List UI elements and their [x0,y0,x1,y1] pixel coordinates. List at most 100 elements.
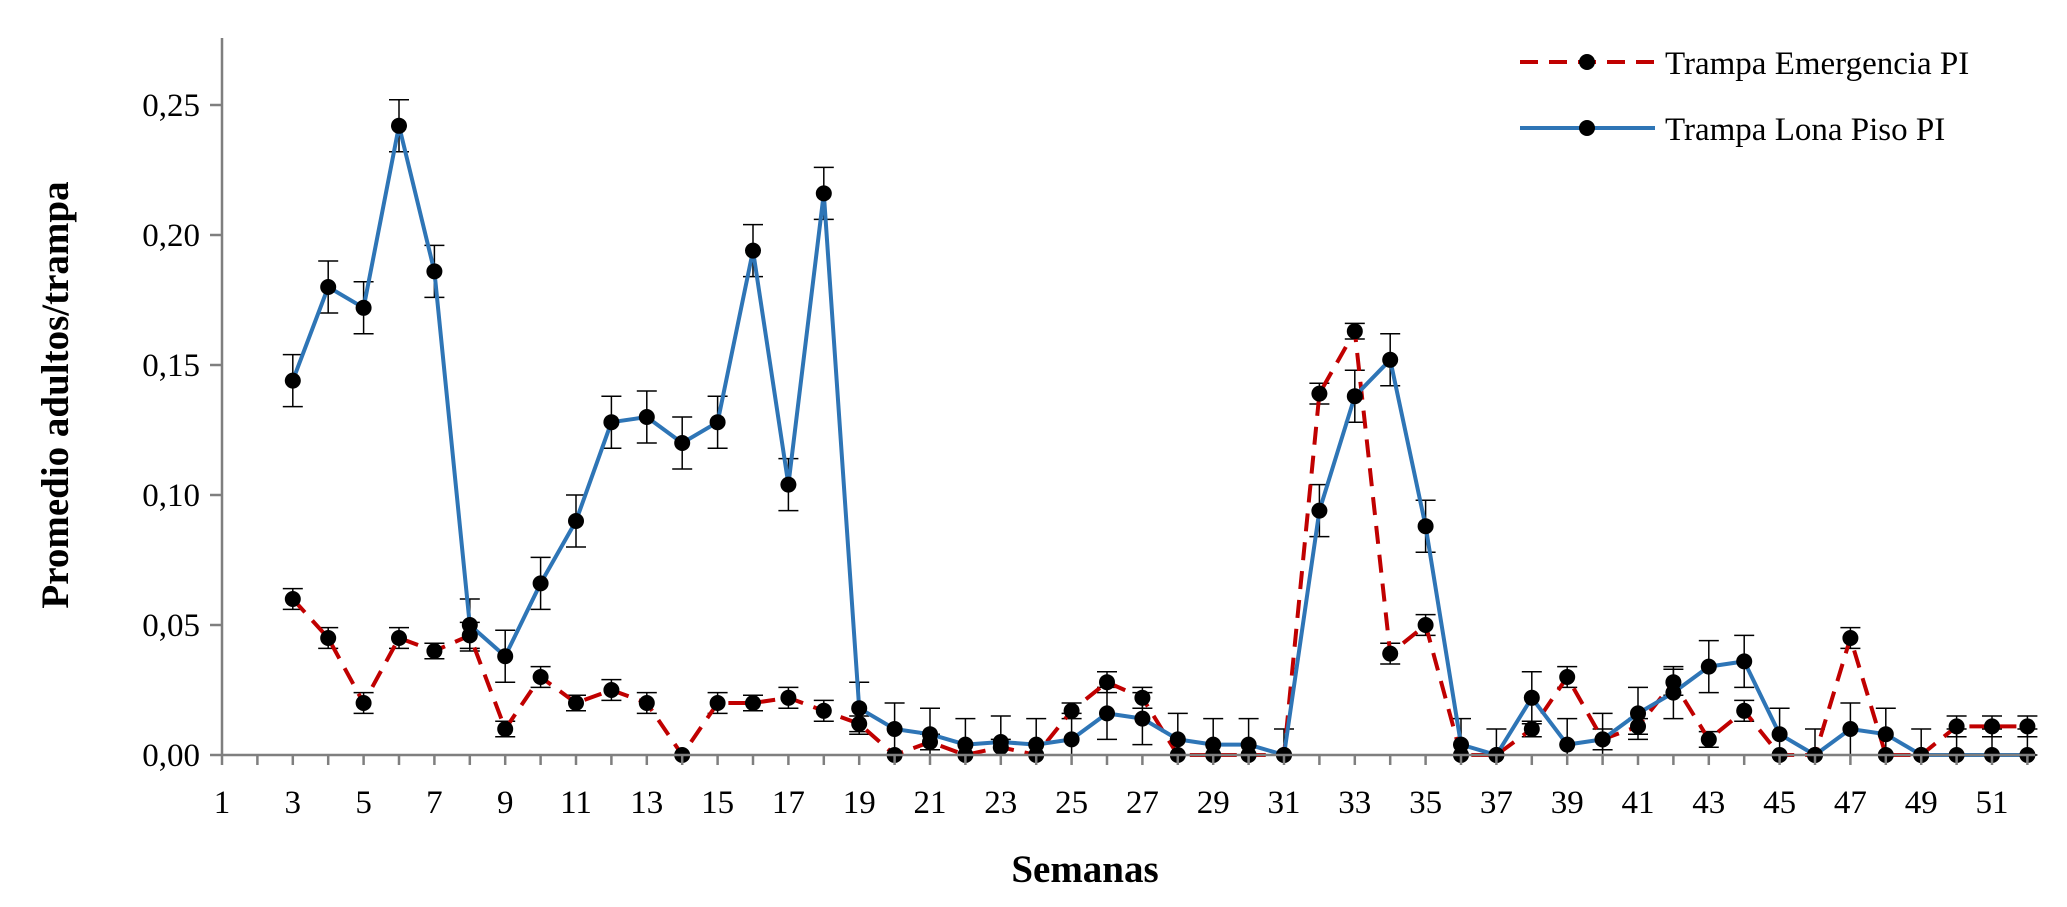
error-bars-layer [282,99,2038,756]
data-point-lona-piso [1205,736,1222,753]
data-point-emergencia [638,695,655,711]
x-tick-label: 43 [1692,785,1725,821]
data-point-emergencia [2019,718,2036,735]
axes-layer [220,38,2035,757]
data-point-emergencia [1700,731,1717,748]
x-tick-label: 13 [630,785,663,821]
x-tick-label: 25 [1055,785,1088,821]
data-point-lona-piso [391,117,407,134]
data-point-lona-piso [992,734,1009,750]
legend-label-lona-piso: Trampa Lona Piso PI [1665,112,1945,148]
legend-item-emergencia: Trampa Emergencia PI [1520,46,1969,82]
data-point-emergencia [1417,617,1434,633]
x-tick-label: 11 [560,785,592,821]
x-tick-label: 3 [285,785,302,821]
data-point-emergencia [603,682,620,698]
data-point-lona-piso [1877,726,1894,743]
data-point-lona-piso [284,372,301,389]
data-point-lona-piso [1559,736,1576,753]
data-point-lona-piso [780,476,797,493]
x-tick-label: 9 [497,785,514,821]
x-tick-label: 17 [772,785,805,821]
series-line-lona-piso [290,123,2028,757]
data-point-lona-piso [745,242,761,259]
data-point-lona-piso [1346,388,1363,405]
data-point-lona-piso [1665,684,1682,701]
x-tick-label: 41 [1622,785,1655,821]
data-point-emergencia [1099,674,1115,691]
x-axis-title: Semanas [1011,848,1158,891]
points-layer [284,117,2036,763]
legend-item-lona-piso: Trampa Lona Piso PI [1520,112,1945,148]
data-point-emergencia [391,630,407,646]
data-point-emergencia [1346,323,1363,340]
data-point-lona-piso [886,721,903,737]
data-point-emergencia [426,643,443,659]
data-point-emergencia [709,695,726,711]
series-lines-layer [290,123,2028,757]
data-point-lona-piso [1240,736,1257,753]
y-tick-label: 0,25 [142,88,200,124]
data-point-emergencia [1311,385,1328,402]
data-point-lona-piso [1417,518,1434,535]
legend-label-emergencia: Trampa Emergencia PI [1665,46,1969,82]
data-point-emergencia [1630,718,1646,735]
data-point-emergencia [532,669,549,685]
data-point-lona-piso [1134,710,1151,727]
legend-marker-lona-piso [1579,120,1595,136]
data-point-emergencia [320,630,337,646]
legend: Trampa Emergencia PI Trampa Lona Piso PI [1520,46,1969,148]
x-tick-label: 45 [1763,785,1796,821]
data-point-lona-piso [1382,351,1399,368]
data-point-lona-piso [709,414,726,431]
data-point-emergencia [1842,630,1859,646]
data-point-lona-piso [1771,726,1788,743]
series-line-emergencia [291,329,2028,757]
data-point-lona-piso [1063,731,1080,748]
legend-marker-emergencia [1579,54,1595,70]
data-point-lona-piso [1523,689,1540,706]
x-tick-label: 7 [426,785,443,821]
data-point-lona-piso [1594,731,1611,748]
y-tick-label: 0,20 [142,218,200,254]
data-point-lona-piso [497,648,514,665]
x-tick-label: 29 [1197,785,1230,821]
data-point-lona-piso [851,700,868,717]
data-point-emergencia [1063,702,1080,719]
data-point-emergencia [1948,718,1965,735]
data-point-lona-piso [674,435,691,451]
x-tick-label: 33 [1338,785,1371,821]
x-tick-label: 19 [843,785,876,821]
data-point-lona-piso [957,736,974,753]
y-axis-title: Promedio adultos/trampa [34,181,77,608]
x-tick-label: 39 [1551,785,1584,821]
data-point-emergencia [355,695,372,711]
data-point-lona-piso [355,299,372,316]
x-tick-label: 47 [1834,785,1867,821]
y-tick-label: 0,10 [142,478,200,514]
y-tick-label: 0,00 [142,738,200,774]
x-tick-label: 15 [701,785,734,821]
x-tick-label: 21 [914,785,947,821]
data-point-lona-piso [815,185,832,202]
x-tick-label: 37 [1480,785,1513,821]
data-point-lona-piso [320,279,337,295]
data-point-lona-piso [532,575,549,592]
data-point-lona-piso [1736,653,1753,670]
x-tick-label: 51 [1976,785,2009,821]
data-point-emergencia [497,721,514,737]
data-point-emergencia [815,702,832,719]
data-point-lona-piso [1099,705,1115,722]
y-tick-label: 0,15 [142,348,200,384]
x-tick-label: 1 [214,785,231,821]
x-tick-label: 5 [355,785,372,821]
x-tick-label: 35 [1409,785,1442,821]
ticks-layer: 0,000,050,100,150,200,251 3 5 7 9 11 13 15 17 19 2… [142,88,2029,821]
data-point-emergencia [1382,645,1399,662]
data-point-emergencia [568,695,584,711]
y-tick-label: 0,05 [142,608,200,644]
data-point-emergencia [284,591,301,607]
x-tick-label: 23 [984,785,1017,821]
data-point-lona-piso [1169,731,1186,748]
data-point-lona-piso [426,263,443,280]
